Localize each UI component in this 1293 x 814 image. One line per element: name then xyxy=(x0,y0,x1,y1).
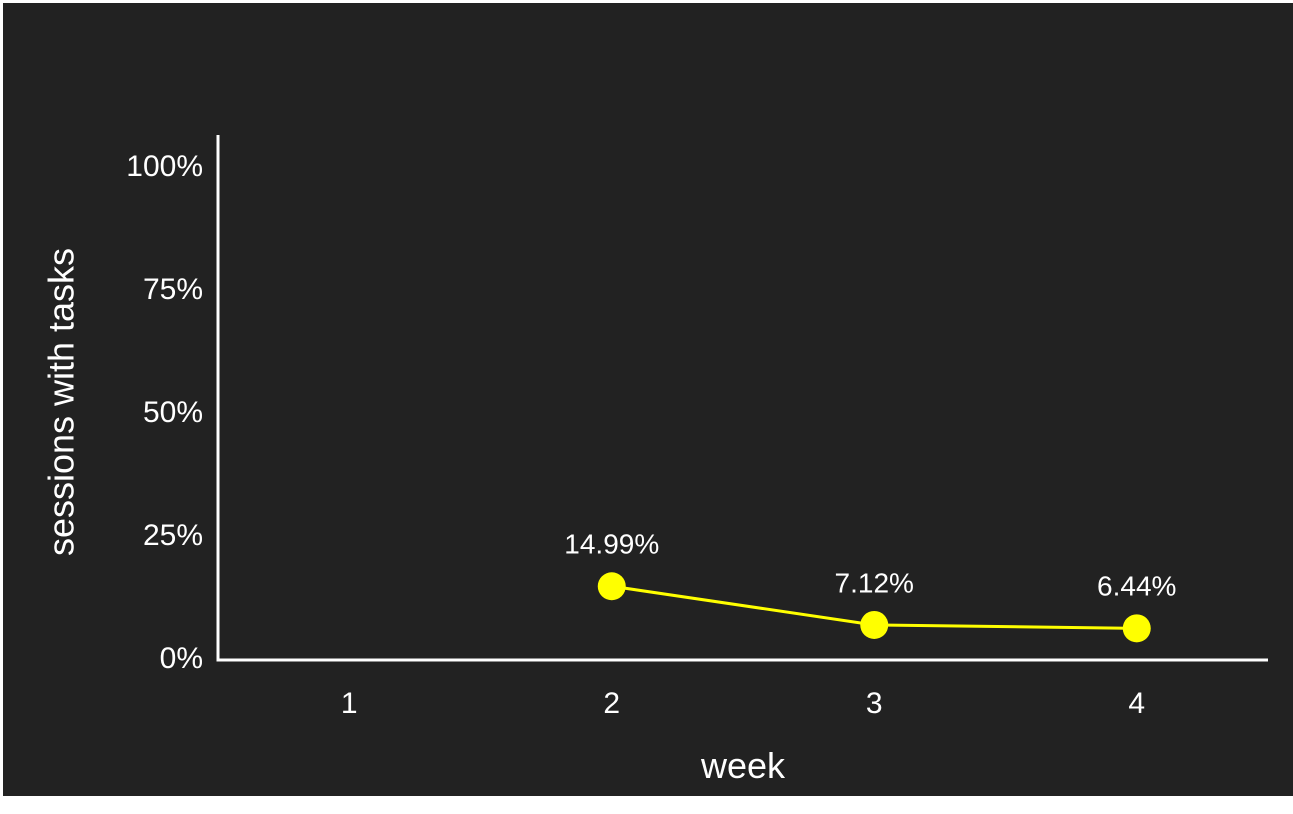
x-axis-ticks: 1 2 3 4 xyxy=(341,687,1145,720)
series-layer: 14.99% 7.12% 6.44% xyxy=(564,529,1176,643)
x-axis-title: week xyxy=(700,745,786,786)
x-tick-label: 4 xyxy=(1128,687,1145,720)
y-tick-label: 0% xyxy=(160,642,203,675)
chart-container: 0% 25% 50% 75% 100% 1 2 3 4 14.99% 7.12% 6.44% we… xyxy=(3,3,1293,796)
y-tick-label: 50% xyxy=(143,396,203,429)
y-tick-label: 25% xyxy=(143,519,203,552)
data-point xyxy=(860,610,889,639)
y-axis-title: sessions with tasks xyxy=(41,248,82,556)
data-label: 6.44% xyxy=(1097,571,1176,602)
x-tick-label: 2 xyxy=(603,687,620,720)
line-chart: 0% 25% 50% 75% 100% 1 2 3 4 14.99% 7.12% 6.44% we… xyxy=(41,135,1268,786)
y-axis-ticks: 0% 25% 50% 75% 100% xyxy=(126,150,203,675)
data-label: 14.99% xyxy=(564,529,659,560)
data-point xyxy=(597,572,626,601)
data-label: 7.12% xyxy=(835,567,914,598)
y-tick-label: 75% xyxy=(143,273,203,306)
data-point xyxy=(1122,614,1151,643)
x-tick-label: 3 xyxy=(866,687,883,720)
x-tick-label: 1 xyxy=(341,687,358,720)
y-tick-label: 100% xyxy=(126,150,203,183)
